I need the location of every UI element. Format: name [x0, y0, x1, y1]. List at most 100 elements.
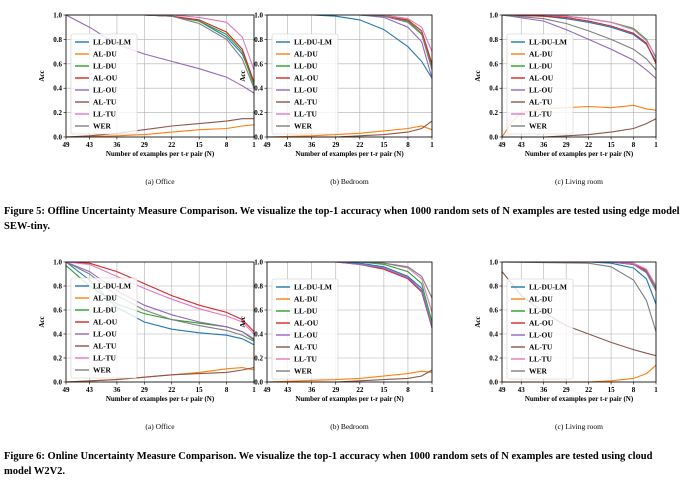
x-tick-label: 22	[168, 141, 176, 149]
x-tick-label: 36	[113, 386, 121, 394]
x-tick-label: 22	[585, 386, 593, 394]
y-tick-label: 1.0	[489, 12, 498, 20]
legend-label: AL-DU	[294, 295, 318, 304]
y-tick-label: 0.8	[53, 283, 62, 291]
y-tick-label: 1.0	[489, 259, 498, 267]
x-tick-label: 8	[225, 141, 229, 149]
y-axis-label: Acc	[38, 316, 46, 327]
y-tick-label: 1.0	[254, 12, 263, 20]
legend-label: AL-OU	[93, 318, 118, 327]
plot-frame	[501, 261, 657, 383]
plot-frame	[266, 261, 433, 383]
y-tick-label: 0.6	[489, 307, 498, 315]
subcaption: (c) Living room	[555, 422, 603, 431]
y-tick-label: 0.8	[489, 283, 498, 291]
x-tick-label: 43	[518, 141, 526, 149]
legend-label: LL-DU-LM	[93, 282, 131, 291]
legend-label: AL-TU	[294, 343, 318, 352]
x-tick-label: 8	[406, 386, 410, 394]
legend-box	[70, 277, 138, 379]
y-axis-label: Acc	[38, 70, 46, 81]
x-axis-label: Number of examples per t-r pair (N)	[525, 150, 634, 158]
x-tick-label: 22	[585, 141, 593, 149]
legend-label: AL-DU	[529, 50, 553, 59]
x-tick-label: 8	[225, 386, 229, 394]
y-tick-label: 0.2	[254, 355, 263, 363]
x-axis-label: Number of examples per t-r pair (N)	[106, 150, 215, 158]
y-tick-label: 0.0	[53, 379, 62, 387]
subcaption: (c) Living room	[555, 177, 603, 186]
legend-box	[506, 33, 574, 135]
x-axis-label: Number of examples per t-r pair (N)	[295, 395, 404, 403]
y-axis-label: Acc	[239, 70, 247, 81]
legend-label: LL-TU	[529, 110, 553, 119]
x-tick-label: 29	[332, 386, 340, 394]
legend-label: WER	[529, 367, 548, 376]
legend-label: LL-DU	[529, 307, 553, 316]
plot-frame	[65, 14, 255, 138]
legend-box	[70, 33, 138, 135]
legend-label: LL-TU	[529, 355, 553, 364]
series-line-ll-tu	[65, 261, 255, 335]
x-tick-label: 49	[264, 141, 272, 149]
chart-panel-6: 49 43 36 29 22 15 8 1 0.0 0.2 0.4 0.6 0.8 1.0 Number o…	[474, 259, 658, 432]
x-tick-label: 22	[168, 386, 176, 394]
legend-label: AL-DU	[529, 295, 553, 304]
legend-label: WER	[93, 366, 112, 375]
y-tick-label: 0.4	[489, 85, 498, 93]
legend-label: WER	[93, 122, 112, 131]
legend-label: LL-DU-LM	[93, 38, 131, 47]
x-tick-label: 49	[499, 386, 507, 394]
x-tick-label: 49	[264, 386, 272, 394]
y-tick-label: 0.0	[489, 379, 498, 387]
series-line-al-du	[266, 370, 433, 383]
x-tick-label: 43	[284, 386, 292, 394]
plot-frame	[266, 14, 433, 138]
legend-label: WER	[294, 367, 313, 376]
y-tick-label: 0.4	[53, 85, 62, 93]
legend-label: LL-DU	[93, 62, 117, 71]
series-line-ll-ou	[501, 14, 657, 79]
series-line-al-tu	[65, 367, 255, 383]
y-axis-label: Acc	[474, 70, 482, 81]
y-tick-label: 0.6	[489, 60, 498, 68]
legend-label: LL-OU	[93, 86, 117, 95]
x-tick-label: 29	[141, 386, 149, 394]
legend: LL-DU-LM AL-DU LL-DU AL-OU LL-OU AL-TU LL-TU WE…	[271, 278, 339, 380]
legend-label: LL-DU-LM	[294, 283, 332, 292]
x-tick-label: 1	[654, 141, 658, 149]
legend-box	[271, 33, 339, 135]
legend-box	[506, 278, 574, 380]
series-line-wer	[501, 14, 657, 71]
legend-label: LL-TU	[294, 110, 318, 119]
series-line-al-du	[266, 125, 433, 138]
x-tick-label: 15	[608, 141, 616, 149]
subcaption: (b) Bedroom	[330, 177, 369, 186]
y-tick-label: 1.0	[254, 259, 263, 267]
y-tick-label: 0.8	[53, 36, 62, 44]
y-tick-label: 0.2	[489, 109, 498, 117]
plot-frame	[65, 261, 255, 383]
y-tick-label: 0.0	[489, 134, 498, 142]
y-tick-label: 0.2	[53, 355, 62, 363]
series-line-al-ou	[501, 14, 657, 65]
legend-label: AL-OU	[529, 74, 554, 83]
x-tick-label: 29	[563, 141, 571, 149]
legend-label: AL-TU	[294, 98, 318, 107]
series-line-wer	[501, 261, 657, 332]
legend: LL-DU-LM AL-DU LL-DU AL-OU LL-OU AL-TU LL-TU WE…	[70, 277, 138, 379]
legend-label: LL-OU	[529, 331, 553, 340]
legend: LL-DU-LM AL-DU LL-DU AL-OU LL-OU AL-TU LL-TU WE…	[506, 278, 574, 380]
y-tick-label: 0.2	[53, 109, 62, 117]
x-tick-label: 29	[332, 141, 340, 149]
x-tick-label: 36	[308, 141, 316, 149]
y-tick-label: 0.4	[254, 85, 263, 93]
y-tick-label: 1.0	[53, 259, 62, 267]
x-tick-label: 15	[196, 386, 204, 394]
x-tick-label: 22	[356, 386, 364, 394]
chart-panel-1: 49 43 36 29 22 15 8 1 0.0 0.2 0.4 0.6 0.8 1.0 Number o…	[38, 12, 256, 187]
legend-label: LL-OU	[294, 86, 318, 95]
y-tick-label: 0.4	[489, 331, 498, 339]
legend-label: LL-DU	[294, 307, 318, 316]
